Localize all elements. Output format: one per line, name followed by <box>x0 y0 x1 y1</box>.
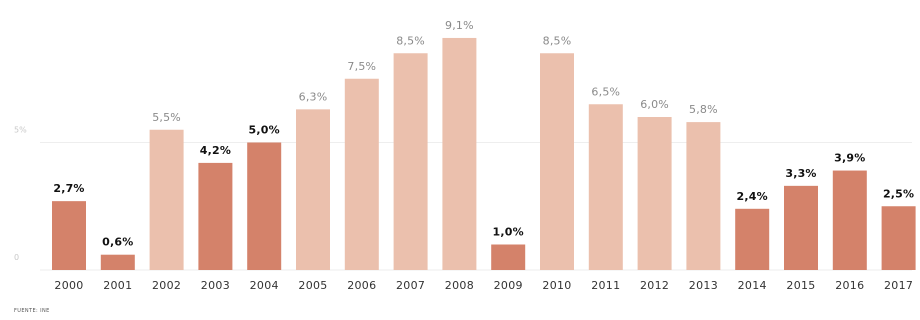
data-label-2008: 9,1% <box>445 19 474 32</box>
bar-2013 <box>686 122 721 270</box>
bar-2017 <box>881 206 916 270</box>
bar-2015 <box>784 185 818 270</box>
bar-2005 <box>296 109 330 270</box>
bar-2016 <box>832 170 867 270</box>
data-label-2001: 0,6% <box>102 236 133 249</box>
bar-2007 <box>393 53 428 270</box>
data-label-2005: 6,3% <box>299 90 328 103</box>
bar-2014 <box>735 208 770 270</box>
data-label-2010: 8,5% <box>543 34 572 47</box>
x-axis-ticks: 2000 2001 2002 2003 2004 2005 2006 2007 2008 2009… <box>54 279 913 292</box>
data-label-2014: 2,4% <box>737 190 768 203</box>
y-axis-ticks: 0 5% <box>14 126 27 263</box>
data-label-2017: 2,5% <box>883 187 914 200</box>
bar-2004 <box>247 142 282 270</box>
x-tick-label-2006: 2006 <box>347 279 376 292</box>
data-label-2015: 3,3% <box>785 167 816 180</box>
x-tick-label-2002: 2002 <box>152 279 181 292</box>
data-label-2009: 1,0% <box>493 226 524 239</box>
x-tick-label-2015: 2015 <box>786 279 815 292</box>
data-label-2006: 7,5% <box>347 60 376 73</box>
data-labels: 2,7% 0,6% 5,5% 4,2% 5,0% 6,3% 7,5% 8,5% 9,1% 1,0%… <box>53 19 914 249</box>
x-tick-label-2011: 2011 <box>591 279 620 292</box>
x-tick-label-2007: 2007 <box>396 279 425 292</box>
x-tick-label-2010: 2010 <box>542 279 571 292</box>
y-tick-label: 0 <box>14 253 19 262</box>
data-label-2012: 6,0% <box>640 98 669 111</box>
bar-2011 <box>588 104 623 270</box>
x-tick-label-2014: 2014 <box>738 279 767 292</box>
x-tick-label-2008: 2008 <box>445 279 474 292</box>
bar-2010 <box>540 53 574 270</box>
data-label-2002: 5,5% <box>152 111 181 124</box>
y-tick-label: 5% <box>14 126 27 135</box>
bar-2001 <box>100 254 135 270</box>
bar-2006 <box>344 78 379 270</box>
x-tick-label-2005: 2005 <box>298 279 327 292</box>
data-label-2003: 4,2% <box>200 144 231 157</box>
x-tick-label-2016: 2016 <box>835 279 864 292</box>
x-tick-label-2000: 2000 <box>54 279 83 292</box>
bar-2009 <box>491 244 526 270</box>
data-label-2011: 6,5% <box>591 85 620 98</box>
x-tick-label-2009: 2009 <box>494 279 523 292</box>
x-tick-label-2004: 2004 <box>250 279 279 292</box>
data-label-2013: 5,8% <box>689 103 718 116</box>
data-label-2016: 3,9% <box>834 152 865 165</box>
bar-2008 <box>442 37 477 271</box>
x-tick-label-2001: 2001 <box>103 279 132 292</box>
bar-2012 <box>637 117 672 270</box>
bar-2002 <box>149 129 184 270</box>
data-label-2000: 2,7% <box>53 182 84 195</box>
x-tick-label-2012: 2012 <box>640 279 669 292</box>
x-tick-label-2017: 2017 <box>884 279 913 292</box>
x-tick-label-2013: 2013 <box>689 279 718 292</box>
bar-2000 <box>52 201 86 270</box>
bar-2003 <box>198 162 233 270</box>
bars <box>52 37 916 271</box>
data-label-2007: 8,5% <box>396 34 425 47</box>
data-label-2004: 5,0% <box>249 124 280 137</box>
x-tick-label-2003: 2003 <box>201 279 230 292</box>
source-note: FUENTE: INE <box>14 308 50 314</box>
